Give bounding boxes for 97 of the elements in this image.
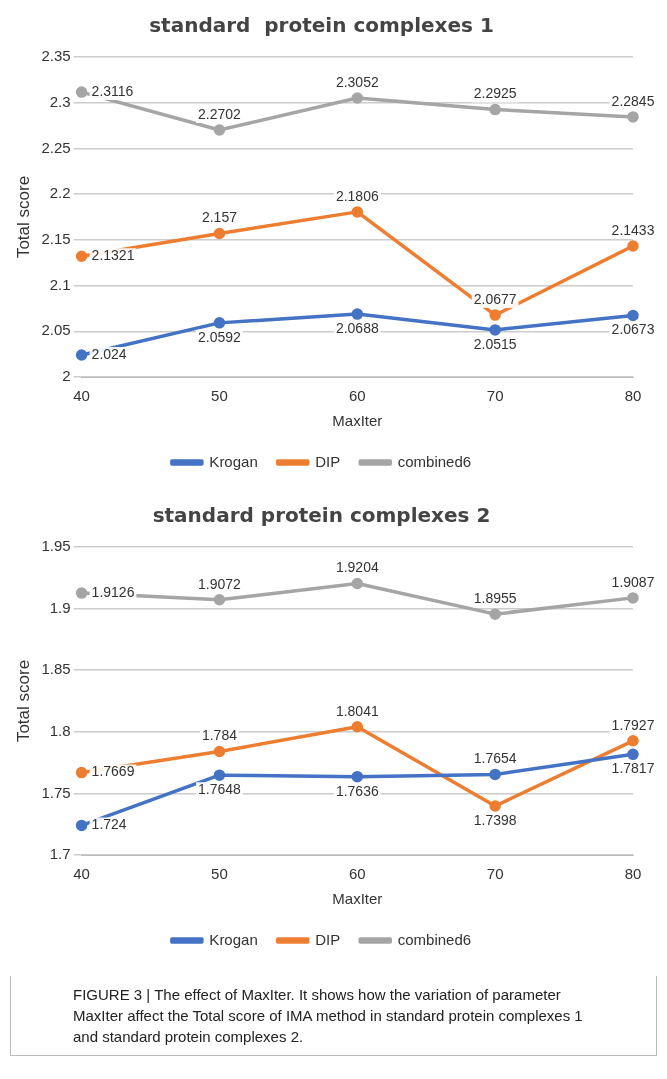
- x-tick-label: 50: [211, 387, 228, 405]
- point: [75, 766, 88, 779]
- point: [489, 103, 501, 116]
- legend-label: Krogan: [209, 452, 258, 470]
- y-tick-label: 1.95: [41, 537, 71, 555]
- legend-label: DIP: [315, 452, 341, 470]
- x-axis-title: MaxIter: [332, 890, 383, 908]
- data-label: 2.0688: [335, 319, 379, 336]
- data-label: 1.724: [91, 816, 127, 833]
- y-tick-label: 2.35: [41, 47, 71, 65]
- data-label: 1.9087: [611, 573, 655, 590]
- data-label: 1.7398: [473, 811, 517, 828]
- legend-label: combined6: [397, 930, 472, 948]
- chart-title: standard protein complexes 2: [152, 503, 491, 528]
- data-label: 2.2845: [611, 92, 655, 109]
- data-label: 1.7817: [611, 760, 655, 777]
- data-label: 2.157: [201, 209, 238, 226]
- legend-label: combined6: [397, 452, 472, 470]
- y-axis-title: Total score: [13, 659, 33, 743]
- x-tick-label: 40: [73, 387, 90, 405]
- point: [75, 819, 88, 832]
- point: [351, 92, 364, 104]
- x-tick-label: 70: [486, 865, 504, 883]
- point: [75, 587, 88, 599]
- point: [351, 206, 364, 218]
- caption: FIGURE 3 | The effect of MaxIter. It shows how the variation of parameter MaxIter affect the Total score of IMA method in standard protein complexes 1 and standard protein complexes 2.: [10, 976, 657, 1056]
- point: [489, 768, 501, 781]
- point: [627, 111, 639, 123]
- y-tick-label: 1.75: [41, 783, 71, 801]
- x-tick-label: 80: [624, 387, 642, 405]
- point: [351, 577, 364, 590]
- point: [75, 250, 88, 262]
- data-label: 1.8955: [473, 590, 517, 606]
- data-label: 2.1321: [91, 247, 135, 264]
- data-label: 2.0673: [611, 321, 655, 338]
- data-label: 1.7654: [473, 750, 517, 767]
- y-tick-label: 2.1: [49, 275, 71, 293]
- point: [627, 309, 639, 322]
- point: [489, 309, 501, 321]
- legend-label: Krogan: [209, 930, 258, 948]
- data-label: 2.0592: [198, 328, 242, 345]
- data-label: 2.024: [91, 345, 127, 362]
- point: [213, 769, 226, 781]
- point: [489, 800, 501, 812]
- point: [627, 735, 639, 747]
- point: [351, 308, 364, 320]
- data-label: 1.7648: [198, 781, 242, 798]
- data-label: 1.7927: [611, 716, 655, 733]
- point: [213, 227, 226, 240]
- data-label: 2.1433: [611, 221, 655, 238]
- x-tick-label: 60: [348, 387, 366, 405]
- y-tick-label: 1.9: [49, 598, 71, 616]
- data-label: 1.7669: [91, 763, 135, 780]
- y-tick-label: 1.7: [49, 845, 71, 863]
- point: [627, 240, 639, 252]
- data-label: 2.2702: [198, 105, 242, 122]
- y-tick-label: 2.15: [41, 230, 71, 247]
- x-tick-label: 70: [486, 387, 504, 405]
- point: [351, 770, 364, 783]
- data-label: 2.2925: [473, 85, 517, 102]
- point: [213, 317, 226, 329]
- data-label: 1.9126: [91, 583, 135, 600]
- legend-label: DIP: [315, 930, 341, 948]
- y-axis-title: Total score: [13, 175, 33, 259]
- point: [489, 324, 501, 336]
- point: [75, 349, 88, 361]
- chart-title: standard protein complexes 1: [149, 13, 494, 38]
- data-label: 2.0515: [473, 335, 517, 352]
- data-label: 2.1806: [335, 187, 379, 204]
- y-tick-label: 1.85: [41, 660, 71, 678]
- data-label: 2.3052: [335, 73, 379, 90]
- point: [213, 124, 226, 136]
- y-tick-label: 2.3: [49, 92, 71, 110]
- y-tick-label: 1.8: [49, 721, 71, 739]
- data-label: 1.9072: [198, 575, 242, 592]
- x-axis-title: MaxIter: [332, 412, 383, 430]
- y-tick-label: 2: [62, 367, 71, 385]
- point: [213, 745, 226, 758]
- point: [489, 608, 501, 620]
- data-label: 1.7636: [335, 782, 379, 799]
- point: [627, 592, 639, 604]
- point: [351, 721, 364, 733]
- y-tick-label: 2.25: [41, 138, 71, 156]
- point: [627, 748, 639, 761]
- data-label: 2.3116: [91, 82, 134, 99]
- x-tick-label: 40: [73, 865, 90, 883]
- x-tick-label: 80: [624, 865, 642, 883]
- point: [213, 593, 226, 606]
- y-tick-label: 2.2: [49, 184, 71, 202]
- point: [75, 86, 88, 98]
- data-label: 1.8041: [335, 702, 379, 719]
- x-tick-label: 60: [348, 865, 366, 883]
- data-label: 2.0677: [473, 290, 517, 307]
- data-label: 1.9204: [335, 559, 379, 576]
- data-label: 1.784: [201, 727, 238, 744]
- x-tick-label: 50: [211, 865, 228, 883]
- y-tick-label: 2.05: [41, 321, 71, 339]
